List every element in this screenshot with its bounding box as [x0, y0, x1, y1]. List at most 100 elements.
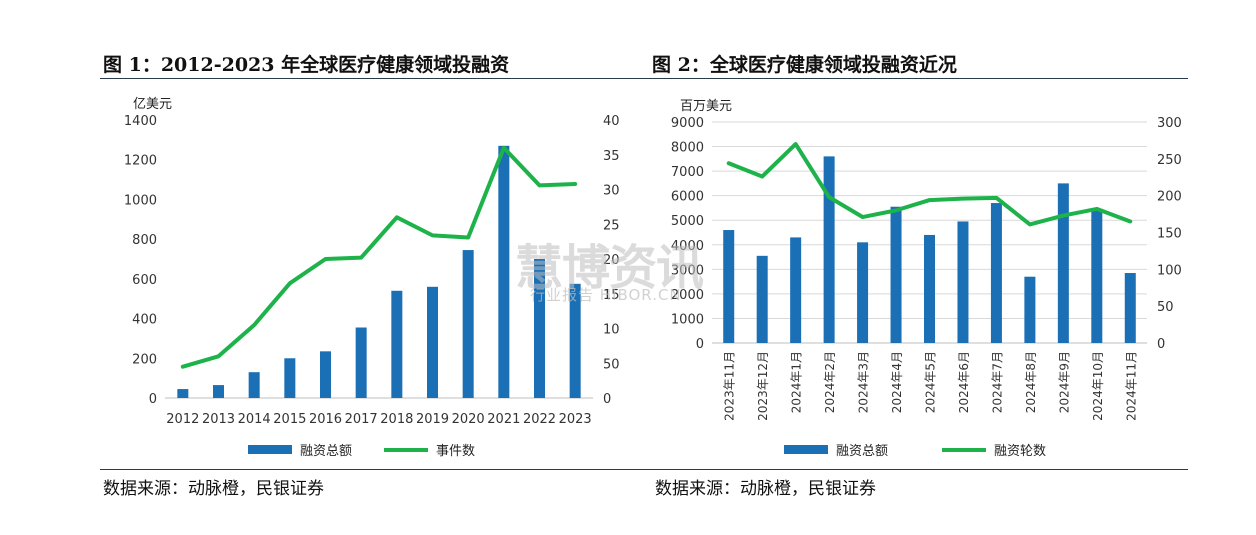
figure-1-title: 图 1：2012-2023 年全球医疗健康领域投融资 [103, 54, 510, 76]
watermark: 慧博资讯 [515, 240, 704, 296]
bar [790, 237, 802, 343]
watermark-sub: 行业报告 HIBOR.CN [530, 286, 682, 304]
x-tick-label: 2022 [523, 412, 556, 427]
bar [990, 203, 1002, 343]
x-tick-label: 2021 [487, 412, 520, 427]
y2-tick-label: 4000 [603, 114, 620, 129]
legend-swatch-bar [784, 445, 828, 454]
x-tick-label: 2024年6月 [957, 351, 971, 413]
x-tick-label: 2024年5月 [924, 351, 938, 413]
y2-tick-label: 0 [603, 392, 611, 407]
x-tick-label: 2017 [345, 412, 378, 427]
x-tick-label: 2019 [416, 412, 449, 427]
y-tick-label: 1400 [124, 114, 157, 129]
x-tick-label: 2020 [452, 412, 485, 427]
y-tick-label: 800 [132, 233, 157, 248]
y2-tick-label: 500 [603, 357, 620, 372]
y-tick-label: 2000 [671, 288, 704, 303]
bar [391, 290, 403, 398]
bar [320, 351, 331, 398]
bar [1024, 276, 1036, 343]
bar [756, 255, 768, 343]
y2-tick-label: 0 [1157, 337, 1165, 352]
y2-tick-label: 2500 [603, 218, 620, 233]
y2-tick-label: 300 [1157, 116, 1182, 131]
y-tick-label: 0 [149, 392, 157, 407]
y2-tick-label: 1000 [603, 323, 620, 338]
y-tick-label: 0 [696, 337, 704, 352]
y2-tick-label: 100 [1157, 263, 1182, 278]
chart-1: 0 200 400 600 800 1000 1200 1400 0 500 1000 1500 200… [124, 97, 620, 459]
top-rule [100, 78, 1188, 79]
y-tick-label: 4000 [671, 239, 704, 254]
bar [355, 327, 367, 398]
y-tick-label: 6000 [671, 190, 704, 205]
bar [1057, 183, 1069, 343]
x-tick-label: 2023 [559, 412, 592, 427]
y-tick-label: 8000 [671, 141, 704, 156]
figure-1-source: 数据来源：动脉橙，民银证券 [103, 479, 324, 499]
bar [248, 372, 260, 398]
x-tick-label: 2014 [238, 412, 271, 427]
bar [1124, 273, 1136, 343]
y2-tick-label: 3500 [603, 149, 620, 164]
bar [1091, 209, 1103, 343]
x-tick-label: 2023年12月 [756, 351, 770, 421]
bar [957, 221, 969, 343]
bar [213, 385, 224, 398]
y-axis-unit: 百万美元 [680, 99, 732, 114]
y2-tick-label: 200 [1157, 190, 1182, 205]
y2-tick-label: 50 [1157, 300, 1174, 315]
bar [498, 145, 510, 398]
y-tick-label: 9000 [671, 116, 704, 131]
x-tick-label: 2015 [273, 412, 306, 427]
y2-tick-label: 2000 [603, 253, 620, 268]
y-tick-label: 400 [132, 313, 157, 328]
bar [569, 283, 581, 398]
x-tick-label: 2016 [309, 412, 342, 427]
y2-tick-label: 1500 [603, 288, 620, 303]
bar [857, 242, 869, 343]
x-tick-label: 2024年4月 [890, 351, 904, 413]
x-tick-label: 2024年7月 [990, 351, 1004, 413]
chart-2: 0 1000 2000 3000 4000 5000 6000 7000 8000 9000 0 50… [671, 99, 1182, 459]
x-tick-label: 2024年3月 [857, 351, 871, 413]
y-tick-label: 200 [132, 352, 157, 367]
bar [462, 250, 474, 398]
bar [723, 230, 735, 343]
y-tick-label: 3000 [671, 263, 704, 278]
x-tick-label: 2024年1月 [790, 351, 804, 413]
x-tick-label: 2012 [166, 412, 199, 427]
x-tick-label: 2018 [380, 412, 413, 427]
x-tick-label: 2023年11月 [723, 351, 737, 421]
figure-2-source: 数据来源：动脉橙，民银证券 [655, 479, 876, 499]
series-line [726, 142, 1133, 227]
y-tick-label: 5000 [671, 214, 704, 229]
x-tick-label: 2024年2月 [823, 351, 837, 413]
y-tick-label: 1000 [671, 312, 704, 327]
y2-tick-label: 250 [1157, 153, 1182, 168]
bottom-rule [100, 469, 1188, 470]
bar [427, 286, 438, 398]
bar [890, 206, 902, 343]
y-tick-label: 1000 [124, 193, 157, 208]
figure-2-title: 图 2：全球医疗健康领域投融资近况 [652, 54, 957, 76]
legend-swatch-bar [248, 445, 292, 454]
y2-tick-label: 3000 [603, 184, 620, 199]
x-tick-label: 2024年9月 [1057, 351, 1071, 413]
bar [177, 389, 189, 398]
x-tick-label: 2024年10月 [1091, 351, 1105, 421]
y2-tick-label: 150 [1157, 227, 1182, 242]
bar [823, 156, 835, 343]
x-tick-label: 2013 [202, 412, 235, 427]
x-tick-label: 2024年11月 [1124, 351, 1138, 421]
bar [534, 259, 545, 398]
legend-label: 融资总额 [836, 444, 888, 459]
legend-label: 融资总额 [300, 444, 352, 459]
bar [924, 234, 935, 343]
x-tick-label: 2024年8月 [1024, 351, 1038, 413]
y-tick-label: 600 [132, 273, 157, 288]
bar [284, 358, 296, 398]
legend-label: 事件数 [436, 444, 475, 459]
y-axis-unit: 亿美元 [133, 97, 172, 112]
